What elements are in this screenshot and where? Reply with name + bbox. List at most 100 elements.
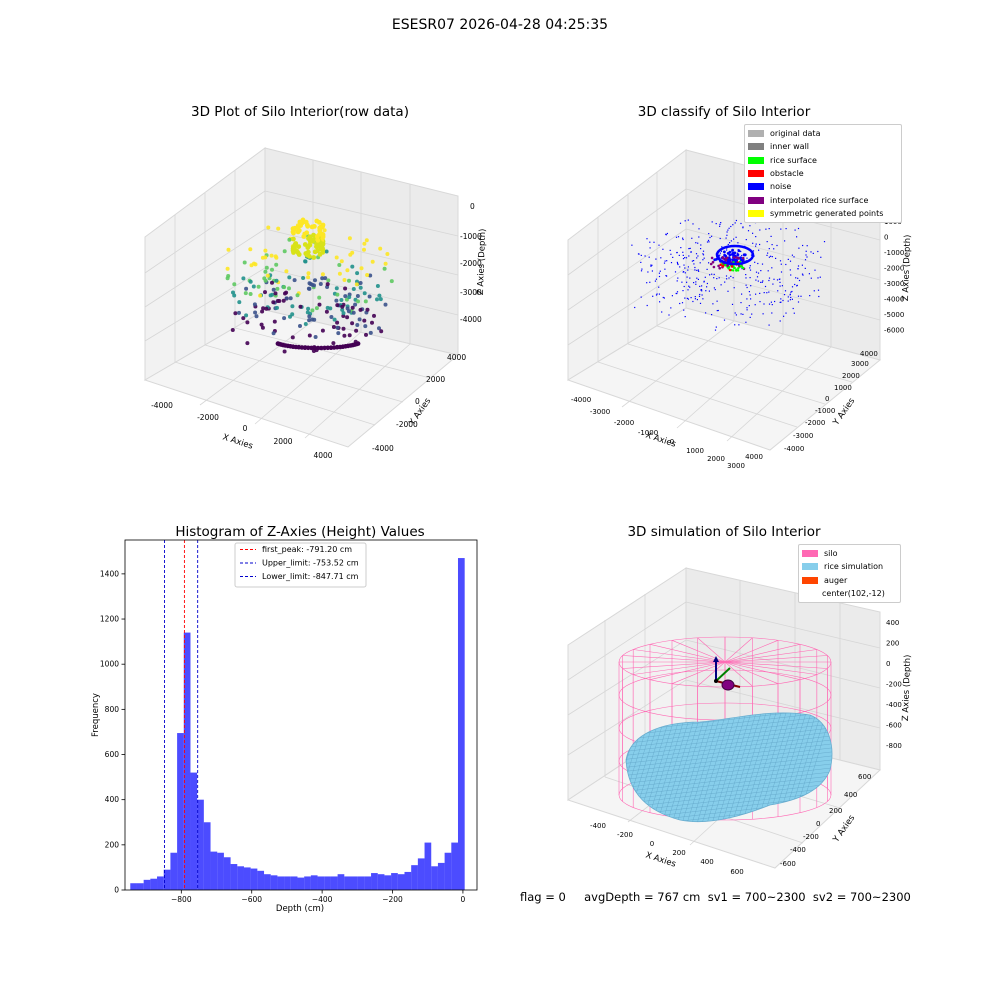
- p1-point: [347, 333, 352, 338]
- p2-noise-point: [732, 224, 734, 226]
- p2-noise-point: [763, 292, 765, 294]
- p2-noise-point: [687, 298, 689, 300]
- p1-point: [347, 278, 351, 283]
- p1-point: [241, 276, 246, 281]
- p1-point: [295, 293, 300, 298]
- p2-noise-point: [659, 301, 661, 303]
- legend-swatch: [748, 183, 764, 191]
- p2-rice-point: [727, 267, 730, 270]
- p1-ztick: -4000: [460, 315, 482, 324]
- p1-point: [320, 247, 326, 253]
- legend-label: Lower_limit: -847.71 cm: [262, 572, 359, 581]
- p1-point: [357, 317, 362, 322]
- hist-bar: [310, 875, 318, 890]
- p1-xtick: 4000: [313, 451, 332, 460]
- panel1-title: 3D Plot of Silo Interior(row data): [191, 104, 409, 120]
- p4-ytick: 400: [844, 791, 857, 799]
- p1-point: [287, 275, 292, 280]
- p2-noise-point: [658, 286, 660, 288]
- legend-swatch: [802, 550, 818, 558]
- p2-noise-point: [787, 300, 789, 302]
- p1-point: [365, 273, 370, 277]
- p2-noise-point: [723, 250, 726, 254]
- legend-label: Upper_limit: -753.52 cm: [262, 559, 359, 568]
- p1-point: [245, 320, 250, 325]
- rice-mesh-line: [626, 726, 832, 753]
- p1-point: [293, 241, 299, 246]
- p2-noise-point: [771, 256, 773, 258]
- p2-noise-point: [713, 273, 715, 275]
- p1-point: [263, 248, 268, 253]
- p2-noise-point: [718, 277, 720, 279]
- p2-noise-point: [751, 313, 753, 315]
- p2-noise-point: [819, 276, 821, 278]
- p2-noise-point: [745, 239, 747, 241]
- p2-xlabel: X Axies: [644, 430, 677, 449]
- p2-noise-point: [761, 263, 764, 265]
- rice-mesh-line: [704, 712, 746, 822]
- p2-noise-point: [731, 303, 734, 305]
- p2-noise-point: [768, 324, 770, 326]
- p1-point: [341, 314, 346, 318]
- p2-noise-point: [699, 302, 702, 304]
- p2-noise-point: [752, 250, 755, 252]
- p2-noise-point: [699, 293, 701, 296]
- p2-noise-point: [740, 222, 742, 225]
- p2-noise-point: [706, 282, 708, 285]
- p1-point: [368, 330, 373, 335]
- p2-interp-point: [725, 256, 729, 260]
- p2-noise-point: [648, 256, 650, 258]
- p2-noise-point: [663, 262, 666, 264]
- p2-noise-point: [749, 316, 751, 318]
- rice-mesh-line: [626, 786, 832, 813]
- p1-point: [365, 307, 370, 312]
- p1-point: [331, 341, 336, 346]
- p1-point: [312, 249, 318, 255]
- p1-point: [363, 299, 368, 304]
- p2-noise-point: [649, 281, 651, 283]
- p1-point: [350, 321, 355, 326]
- p2-noise-point: [746, 298, 748, 300]
- p1-point: [272, 319, 277, 324]
- p2-noise-point: [705, 290, 707, 292]
- p2-noise-point: [789, 299, 791, 301]
- p1-point: [269, 253, 274, 258]
- p2-noise-point: [702, 298, 704, 300]
- p2-interp-point: [718, 266, 721, 270]
- p2-noise-point: [709, 274, 711, 276]
- p2-xtick: -3000: [590, 408, 610, 416]
- p2-noise-point: [733, 251, 737, 255]
- p2-noise-point: [649, 247, 651, 249]
- p1-point: [363, 324, 368, 329]
- legend-swatch: [748, 130, 764, 138]
- p2-noise-point: [790, 291, 792, 293]
- p2-noise-point: [812, 252, 814, 254]
- p2-noise-point: [791, 286, 794, 288]
- p1-point: [355, 294, 360, 298]
- p1-ytick: -4000: [372, 444, 394, 453]
- p1-point: [270, 292, 275, 297]
- p2-noise-point: [760, 281, 762, 283]
- p2-noise-point: [694, 269, 696, 271]
- p2-noise-point: [672, 256, 674, 258]
- legend-entry: center(102,-12): [802, 587, 897, 600]
- p2-noise-point: [698, 236, 700, 238]
- p1-point: [241, 316, 246, 321]
- p2-noise-point: [683, 285, 685, 288]
- p2-rice-point: [732, 269, 735, 272]
- p1-point: [245, 341, 250, 346]
- p4-ztick: -200: [886, 681, 902, 689]
- hist-bar: [384, 875, 392, 890]
- p1-point: [315, 237, 321, 243]
- p1-point: [355, 323, 360, 327]
- p2-noise-point: [791, 290, 793, 293]
- p2-noise-point: [758, 249, 760, 251]
- p2-noise-point: [719, 254, 721, 256]
- p2-noise-point: [783, 315, 785, 317]
- p1-point: [317, 302, 322, 307]
- p2-noise-point: [740, 250, 742, 253]
- p2-noise-point: [679, 266, 681, 268]
- silo-roof-line: [649, 661, 726, 680]
- p2-noise-point: [745, 277, 747, 279]
- p2-noise-point: [699, 262, 701, 264]
